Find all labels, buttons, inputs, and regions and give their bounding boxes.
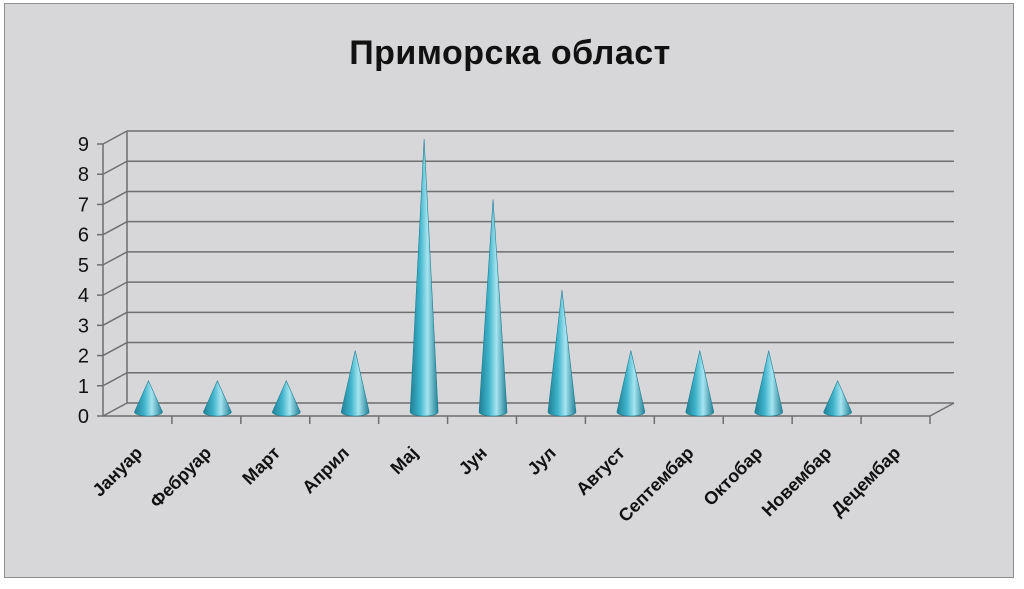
x-category-label: Април	[298, 443, 353, 498]
cone-bar	[754, 350, 784, 417]
x-category-label: Децембар	[827, 443, 904, 520]
gridline-depth	[102, 160, 128, 175]
gridline-depth	[102, 341, 128, 357]
cone-bar	[616, 350, 646, 417]
cone-bar	[685, 350, 715, 417]
gridline-depth	[102, 221, 128, 236]
gridline-depth	[102, 281, 128, 296]
y-tick-label: 3	[78, 315, 89, 337]
y-tick-label: 7	[78, 194, 89, 216]
gridlines	[102, 130, 954, 417]
axes	[97, 131, 955, 424]
cone-bar	[134, 380, 163, 417]
y-tick-label: 5	[78, 255, 89, 277]
chart-plot: 0 1 2 3 4 5 6 7 8 9 Јануар Фебруар Март Април Мај Јун Ју…	[78, 130, 955, 526]
x-category-label: Јун	[455, 443, 491, 479]
x-category-label: Јул	[524, 443, 560, 479]
floor-edge	[929, 402, 955, 417]
x-category-label: Фебруар	[146, 443, 215, 512]
cone-bar	[340, 350, 370, 417]
y-tick-label: 9	[78, 134, 89, 156]
cone-bar	[478, 199, 508, 417]
y-tick-label: 2	[78, 346, 89, 368]
chart-title: Приморска област	[349, 34, 671, 72]
x-category-label: Мај	[386, 443, 422, 479]
gridline-depth	[102, 190, 128, 206]
cone-bar	[547, 290, 577, 417]
cone-bar	[203, 380, 232, 417]
y-tick-label: 1	[78, 376, 89, 398]
y-tick-label: 8	[78, 164, 89, 186]
x-category-label: Март	[238, 443, 284, 489]
gridline-depth	[102, 130, 128, 145]
y-tick-label: 4	[78, 285, 89, 307]
gridline-depth	[102, 402, 128, 417]
gridline-depth	[102, 251, 128, 266]
y-tick-label: 6	[78, 225, 89, 247]
x-category-label: Август	[572, 443, 629, 500]
y-tick-label: 0	[78, 406, 89, 428]
cones	[134, 138, 852, 417]
cone-bar	[409, 138, 439, 417]
x-category-label: Јануар	[89, 443, 147, 501]
gridline-depth	[102, 372, 128, 387]
cone-bar	[271, 380, 301, 417]
x-category-label: Новембар	[758, 443, 836, 521]
gridline-depth	[102, 311, 128, 326]
cone-bar	[823, 380, 852, 417]
x-category-label: Октобар	[700, 443, 767, 510]
chart-area: Приморска област 0 1 2 3 4 5 6 7 8 9 Јануар Фебруар…	[4, 3, 1014, 578]
